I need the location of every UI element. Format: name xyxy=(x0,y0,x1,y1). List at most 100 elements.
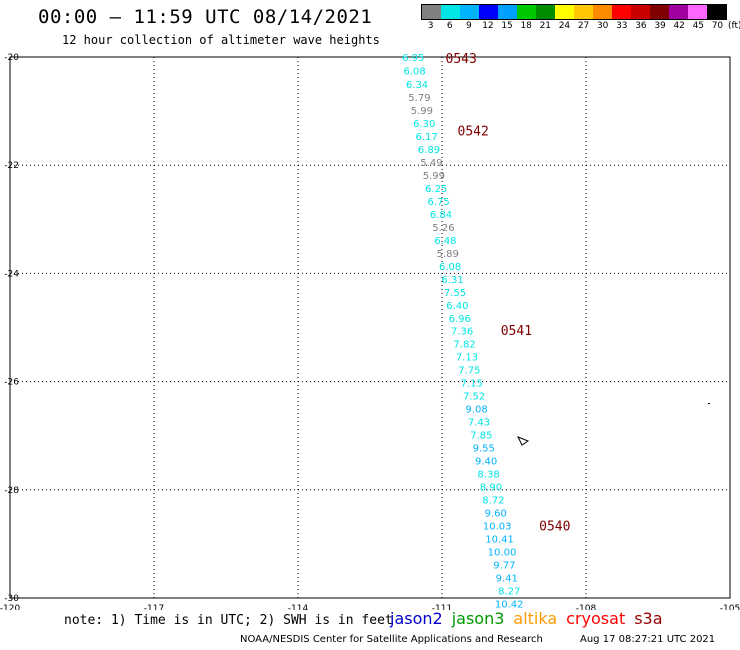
map-title: 00:00 – 11:59 UTC 08/14/2021 xyxy=(38,6,373,28)
satellite-legend-item: jason3 xyxy=(451,609,505,628)
wave-height-value: 7.15 xyxy=(461,379,483,390)
generated-timestamp: Aug 17 08:27:21 UTC 2021 xyxy=(580,634,716,645)
color-scale-label: 36 xyxy=(635,21,647,31)
wave-height-value: 9.77 xyxy=(493,560,515,571)
satellite-legend-item: s3a xyxy=(634,609,663,628)
latitude-tick-label: -28 xyxy=(4,486,19,496)
wave-height-value: 6.08 xyxy=(404,67,426,78)
wave-height-value: 10.41 xyxy=(485,534,514,545)
wave-height-value: 8.72 xyxy=(482,496,504,507)
longitude-tick-label: -114 xyxy=(288,604,309,610)
color-scale-label: 21 xyxy=(539,21,552,31)
wave-height-value: 6.17 xyxy=(416,132,438,143)
wave-height-value: 9.55 xyxy=(473,444,495,455)
latitude-tick-label: -24 xyxy=(4,269,19,279)
wave-height-map: -120 -117 -114 -111 -108 -105 -20 -22 -24 -26 -28 -… xyxy=(0,52,740,610)
color-scale-swatch xyxy=(612,5,631,19)
wave-height-value: 7.75 xyxy=(458,366,480,377)
pass-time-label: 0541 xyxy=(501,324,532,339)
map-tick-labels: -120 -117 -114 -111 -108 -105 -20 -22 -24 -26 -28 -… xyxy=(0,53,740,610)
latitude-tick-label: -22 xyxy=(4,161,19,171)
wave-height-value: 6.95 xyxy=(402,53,424,64)
color-scale-swatch xyxy=(441,5,460,19)
wave-height-value: 7.82 xyxy=(453,340,475,351)
wave-height-value: 6.08 xyxy=(439,262,461,273)
color-scale-swatch xyxy=(574,5,593,19)
wave-height-value: 9.08 xyxy=(465,405,487,416)
color-scale-label: 33 xyxy=(616,21,628,31)
color-scale-unit: (ft) xyxy=(728,21,740,31)
color-scale-swatch xyxy=(688,5,707,19)
wave-height-value: 10.00 xyxy=(488,547,517,558)
color-scale-label: 15 xyxy=(501,21,513,31)
color-scale-label: 6 xyxy=(446,21,453,31)
color-scale-swatch xyxy=(460,5,479,19)
wave-height-value: 5.49 xyxy=(420,158,442,169)
wave-height-value: 6.31 xyxy=(441,275,463,286)
wave-height-value: 6.34 xyxy=(406,80,428,91)
color-scale-label: 12 xyxy=(482,21,494,31)
longitude-tick-label: -120 xyxy=(0,604,20,610)
pass-time-label: 0542 xyxy=(458,125,489,140)
color-scale-swatch xyxy=(498,5,517,19)
color-scale-label: 30 xyxy=(596,21,609,31)
wave-height-value: 5.99 xyxy=(423,171,445,182)
wave-height-value: 7.52 xyxy=(463,392,485,403)
satellite-track: 6.95 6.08 6.34 5.79 5.99 6.30 6.17 6.89 5.49 5.99… xyxy=(402,53,523,610)
wave-height-value: 6.96 xyxy=(449,314,471,325)
wave-height-value: 6.48 xyxy=(434,236,456,247)
color-scale-swatch xyxy=(555,5,574,19)
satellite-legend-item: altika xyxy=(513,609,558,628)
color-scale-swatch xyxy=(707,5,726,19)
pass-time-label: 0543 xyxy=(446,52,477,67)
pass-time-labels: 0543 0542 0541 0540 xyxy=(446,52,571,534)
longitude-tick-label: -111 xyxy=(432,604,452,610)
color-scale-label: 45 xyxy=(692,21,705,31)
wave-height-value: 5.99 xyxy=(411,106,433,117)
wave-height-value: 5.26 xyxy=(432,223,454,234)
wave-height-value: 7.36 xyxy=(451,327,473,338)
wave-height-value: 7.55 xyxy=(444,288,466,299)
wave-height-value: 10.03 xyxy=(483,522,512,533)
longitude-tick-label: -108 xyxy=(576,604,597,610)
wave-height-value: 9.40 xyxy=(475,457,497,468)
color-scale-swatch xyxy=(536,5,555,19)
wave-height-value: 9.41 xyxy=(496,573,518,584)
color-scale-swatch xyxy=(593,5,612,19)
color-scale-label: 27 xyxy=(577,21,590,31)
color-scale-label: 24 xyxy=(558,21,571,31)
color-scale-label: 70 xyxy=(711,21,724,31)
credit-text: NOAA/NESDIS Center for Satellite Applica… xyxy=(240,634,543,645)
color-scale-label: 3 xyxy=(427,21,434,31)
map-frame xyxy=(9,56,731,599)
pass-time-label: 0540 xyxy=(539,520,570,535)
latitude-tick-label: -30 xyxy=(4,594,19,604)
map-subtitle: 12 hour collection of altimeter wave hei… xyxy=(62,33,380,47)
longitude-tick-label: -105 xyxy=(720,604,740,610)
footer-note: note: 1) Time is in UTC; 2) SWH is in fe… xyxy=(64,613,393,628)
color-scale-label: 42 xyxy=(673,21,685,31)
wave-height-value: 5.79 xyxy=(408,93,430,104)
wave-height-value: 6.89 xyxy=(418,145,440,156)
latitude-tick-label: -20 xyxy=(4,53,19,63)
wave-height-value: 6.25 xyxy=(425,184,447,195)
island-dot xyxy=(708,403,710,404)
wave-height-value: 8.27 xyxy=(498,586,520,597)
satellite-legend-item: cryosat xyxy=(566,609,626,628)
color-scale-swatch xyxy=(669,5,688,19)
color-scale-swatch xyxy=(517,5,536,19)
wave-height-value: 8.90 xyxy=(480,483,502,494)
color-scale-label: 39 xyxy=(654,21,666,31)
wave-height-value: 6.40 xyxy=(446,301,468,312)
wave-height-value: 6.84 xyxy=(430,210,452,221)
wave-height-value: 9.60 xyxy=(485,509,507,520)
color-scale-label: 18 xyxy=(520,21,532,31)
satellite-legend-item: jason2 xyxy=(390,609,443,628)
color-scale-swatch xyxy=(422,5,441,19)
wave-height-value: 8.38 xyxy=(477,470,499,481)
color-scale-swatches xyxy=(421,4,727,20)
wave-height-value: 5.89 xyxy=(437,249,459,260)
wave-height-value: 6.75 xyxy=(428,197,450,208)
